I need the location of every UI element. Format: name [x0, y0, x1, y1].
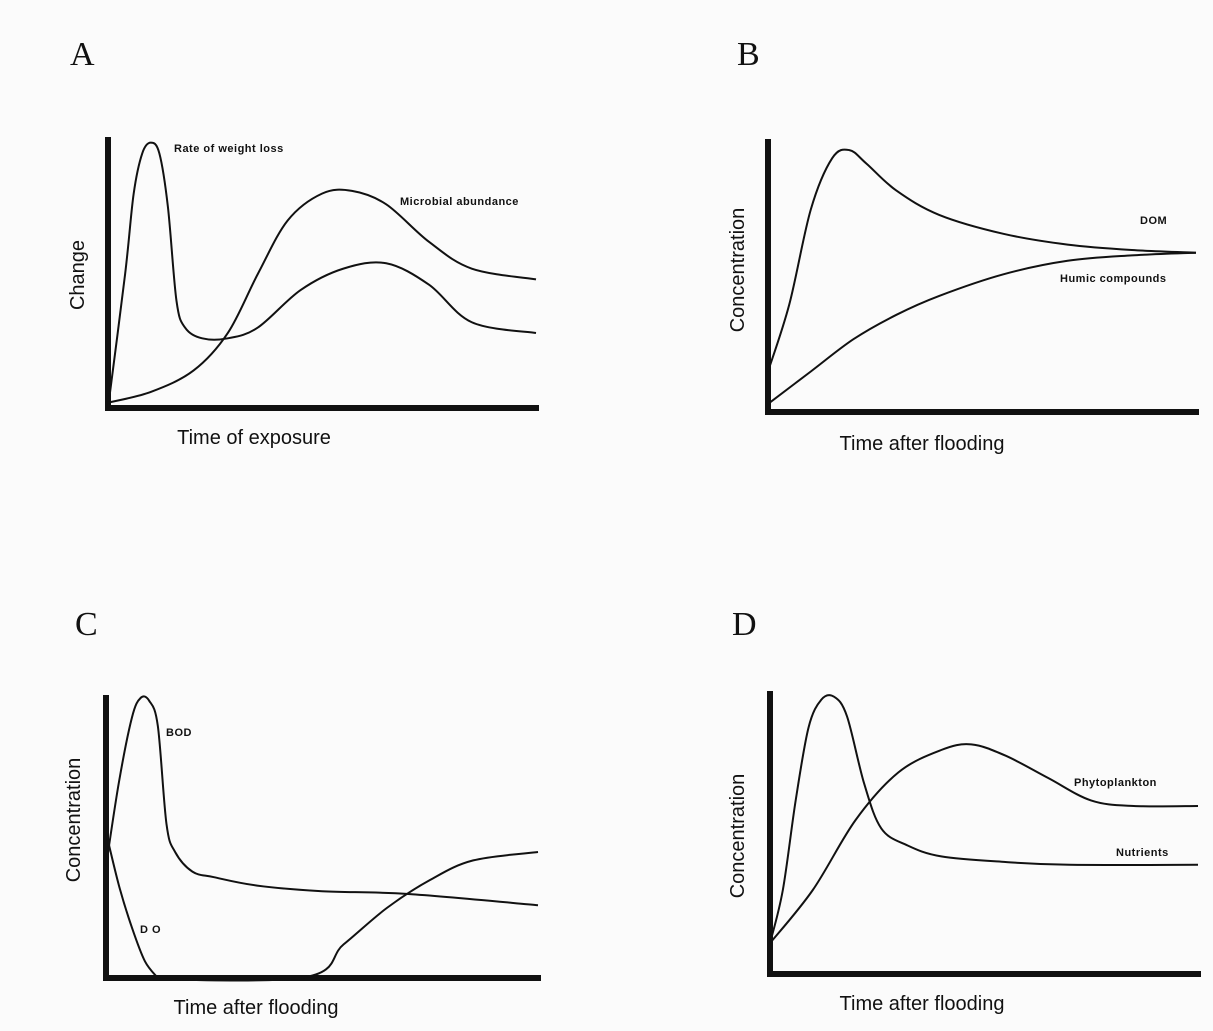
series-label-a-microbial-abundance: Microbial abundance: [400, 196, 519, 208]
series-label-b-dom: DOM: [1140, 215, 1167, 227]
panel-letter-b: B: [737, 36, 760, 73]
series-line-c-unlabeled-2: [105, 851, 539, 982]
series-label-d-nutrients: Nutrients: [1116, 847, 1169, 859]
panel-letter-c: C: [75, 606, 98, 643]
series-label-c-bod: BOD: [166, 727, 192, 739]
series-line-d-phytoplankton: [769, 743, 1199, 944]
series-line-a-microbial-abundance: [107, 188, 537, 404]
series-label-c-d-o: D O: [140, 924, 161, 936]
series-line-c-d-o: [105, 832, 159, 979]
x-axis-label-c: Time after flooding: [174, 997, 339, 1019]
y-axis-label-d: Concentration: [727, 774, 749, 899]
chart-panel-c: BOD D O Time after flooding Concentration: [63, 695, 541, 1019]
series-line-b-dom: [767, 148, 1197, 372]
x-axis-label-a: Time of exposure: [177, 427, 331, 449]
series-label-d-phytoplankton: Phytoplankton: [1074, 777, 1157, 789]
x-axis-label-b: Time after flooding: [840, 433, 1005, 455]
chart-panel-d: Nutrients Phytoplankton Time after floodin…: [727, 691, 1201, 1015]
panel-letter-d: D: [732, 606, 757, 643]
series-label-a-rate-of-weight-loss: Rate of weight loss: [174, 143, 284, 155]
y-axis-label-b: Concentration: [727, 208, 749, 333]
chart-panel-b: DOM Humic compounds Time after flooding Con…: [727, 139, 1199, 455]
chart-panel-a: Rate of weight loss Microbial abundance Ti…: [67, 137, 539, 449]
series-line-a-rate-of-weight-loss: [107, 141, 537, 409]
series-label-b-humic-compounds: Humic compounds: [1060, 273, 1167, 285]
series-line-d-nutrients: [769, 694, 1199, 944]
y-axis-label-c: Concentration: [63, 758, 85, 883]
series-line-b-humic-compounds: [767, 251, 1197, 405]
series-line-c-bod: [105, 695, 539, 907]
x-axis-label-d: Time after flooding: [840, 993, 1005, 1015]
panel-letter-a: A: [70, 36, 95, 73]
y-axis-label-a: Change: [67, 240, 89, 310]
